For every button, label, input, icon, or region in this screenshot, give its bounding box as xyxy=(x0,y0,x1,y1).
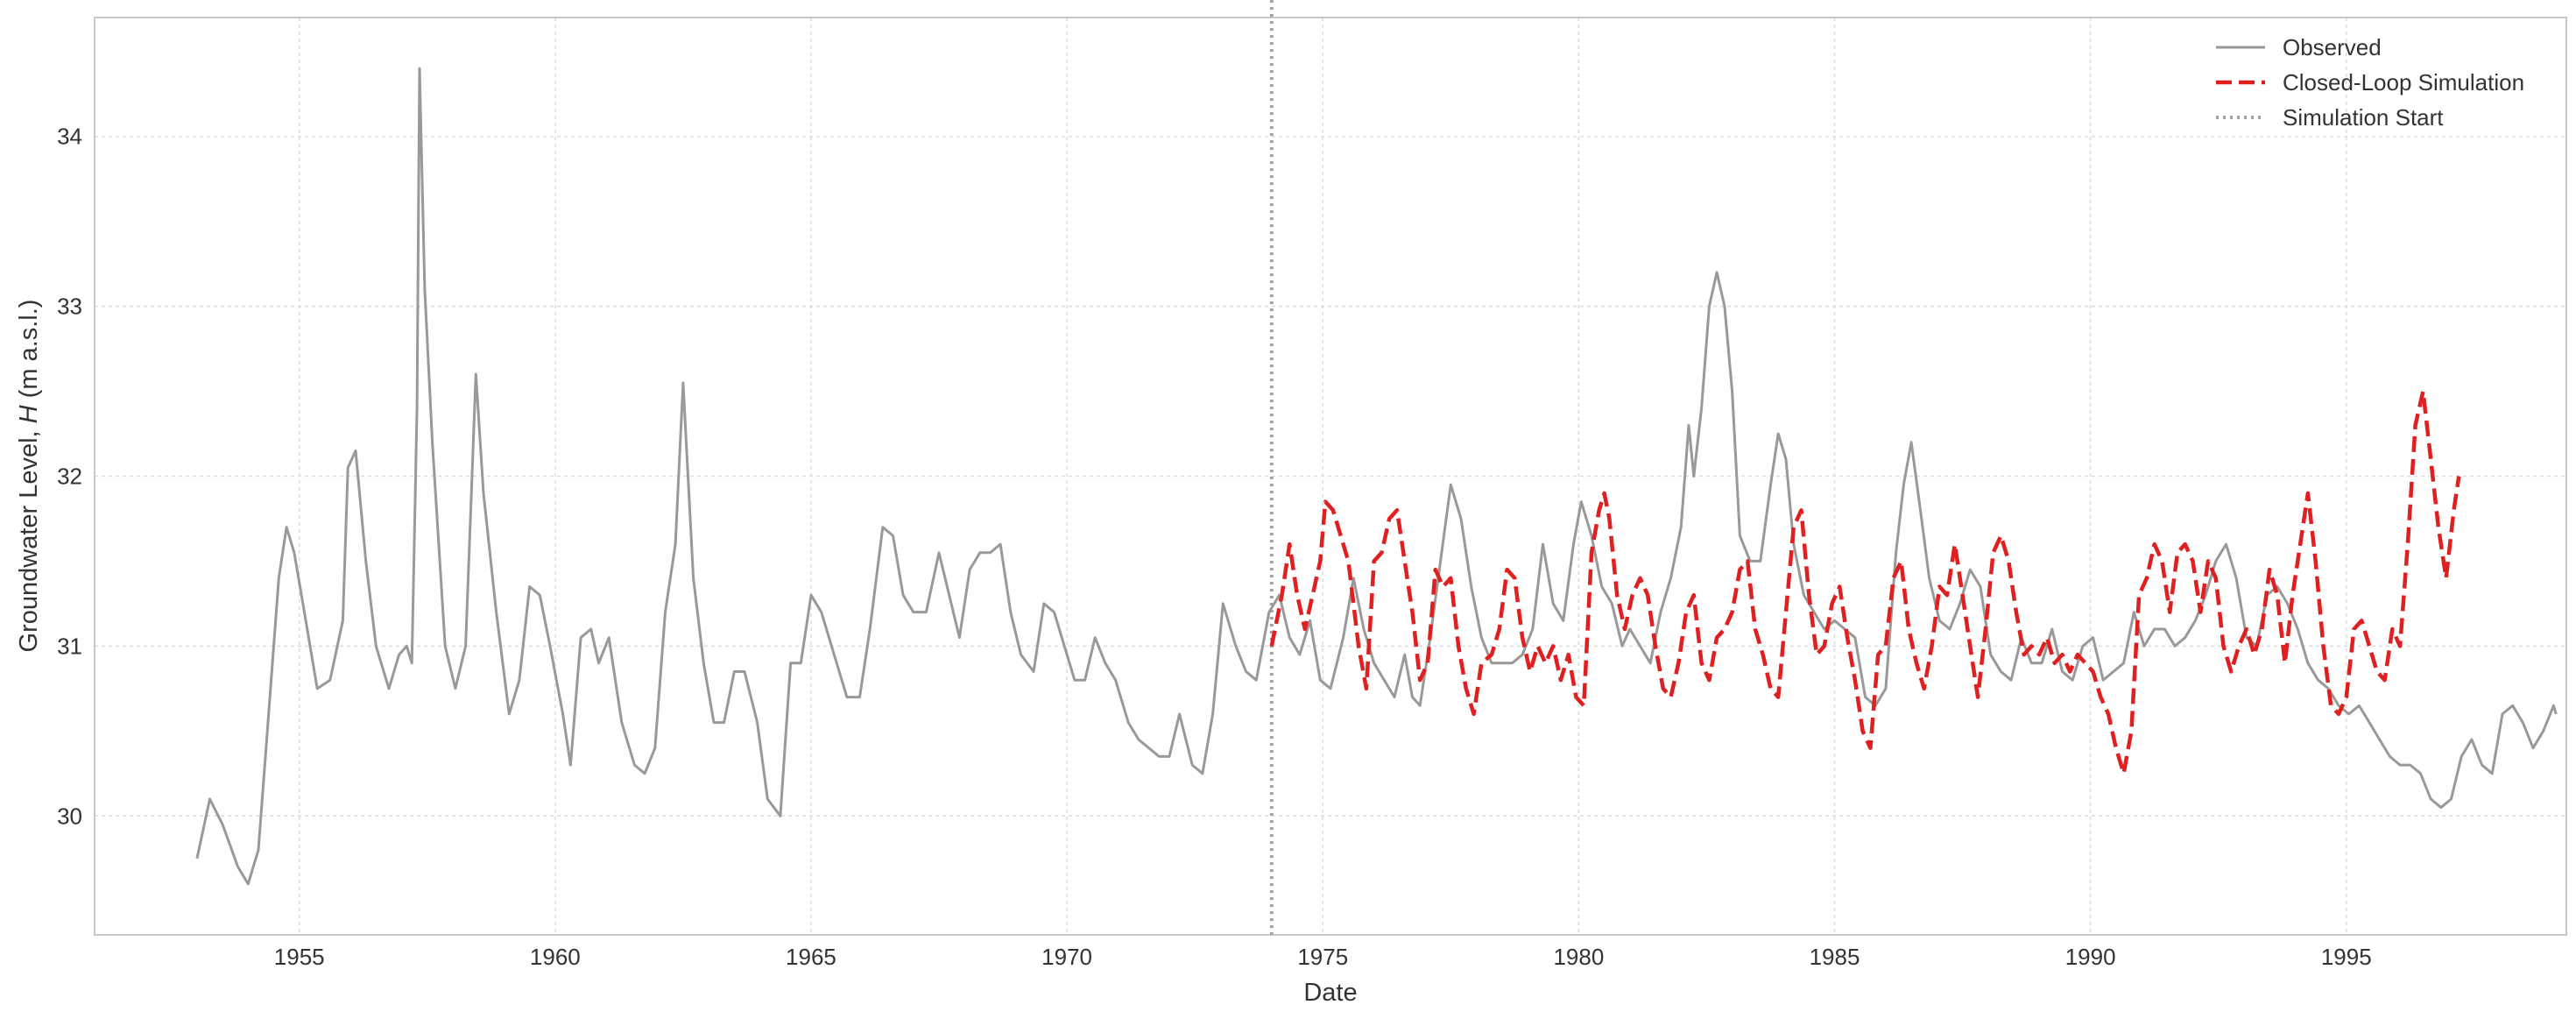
x-axis-title: Date xyxy=(1303,979,1357,1007)
x-tick-label: 1975 xyxy=(1297,944,1348,970)
tick-labels: 1955 1960 1965 1970 1975 1980 1985 1990 1995 30 31… xyxy=(57,124,2372,970)
legend: Observed Closed-Loop Simulation Simulation… xyxy=(2216,34,2524,131)
y-tick-label: 32 xyxy=(57,464,82,490)
y-axis-title-prefix: Groundwater Level, xyxy=(15,423,43,652)
y-tick-label: 31 xyxy=(57,633,82,659)
grid xyxy=(95,18,2566,935)
observed-series-line xyxy=(195,67,2558,886)
y-tick-label: 30 xyxy=(57,803,82,829)
y-axis-title: Groundwater Level, H (m a.s.l.) xyxy=(15,300,43,653)
x-tick-label: 1965 xyxy=(786,944,836,970)
x-tick-label: 1955 xyxy=(274,944,325,970)
legend-label: Observed xyxy=(2283,34,2382,60)
x-tick-label: 1995 xyxy=(2321,944,2372,970)
legend-label: Closed-Loop Simulation xyxy=(2283,69,2524,96)
y-axis-title-symbol: H xyxy=(15,405,43,423)
x-tick-label: 1985 xyxy=(1810,944,1860,970)
y-axis-title-suffix: (m a.s.l.) xyxy=(15,300,43,406)
x-tick-label: 1970 xyxy=(1041,944,1092,970)
x-tick-label: 1980 xyxy=(1553,944,1604,970)
x-tick-label: 1990 xyxy=(2065,944,2116,970)
plot-frame xyxy=(94,17,2567,936)
y-tick-label: 33 xyxy=(57,294,82,320)
x-tick-label: 1960 xyxy=(530,944,581,970)
series-layer xyxy=(195,67,2558,886)
legend-label: Simulation Start xyxy=(2283,104,2444,131)
y-tick-label: 34 xyxy=(57,124,82,150)
simulation-series-line xyxy=(1269,389,2461,776)
